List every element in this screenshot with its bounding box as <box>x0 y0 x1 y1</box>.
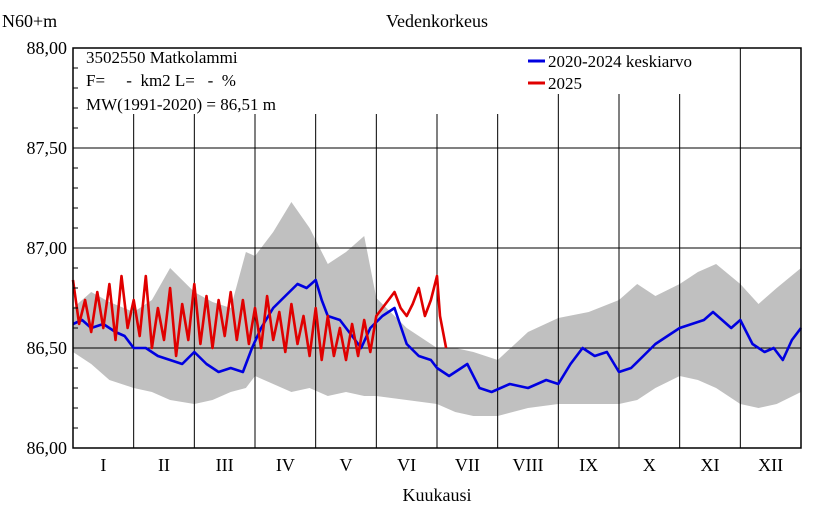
info-panel <box>80 46 520 114</box>
month-label: XII <box>758 455 783 475</box>
y-tick-label: 86,50 <box>27 338 68 358</box>
legend-label-mean: 2020-2024 keskiarvo <box>548 52 692 71</box>
series-line-mean <box>72 278 803 394</box>
month-label: VIII <box>513 455 544 475</box>
month-label: XI <box>701 455 720 475</box>
series-layer <box>71 274 803 394</box>
y-tick-label: 86,00 <box>27 438 68 458</box>
y-tick-label: 88,00 <box>27 38 68 58</box>
x-axis-label: Kuukausi <box>403 485 472 505</box>
info-mean-water: MW(1991-2020) = 86,51 m <box>86 95 276 114</box>
month-label: IX <box>579 455 598 475</box>
legend-label-2025: 2025 <box>548 74 582 93</box>
series-line-2025 <box>71 274 448 362</box>
legend-panel <box>524 46 736 94</box>
month-label: VI <box>397 455 416 475</box>
month-label: III <box>216 455 234 475</box>
month-label: II <box>158 455 170 475</box>
plot-frame <box>72 47 802 449</box>
y-tick-label: 87,50 <box>27 138 68 158</box>
y-axis-label: N60+m <box>2 11 57 31</box>
month-label: X <box>643 455 656 475</box>
month-label: VII <box>455 455 480 475</box>
month-label: I <box>100 455 106 475</box>
chart-title: Vedenkorkeus <box>386 11 488 31</box>
month-label: IV <box>276 455 295 475</box>
month-label: V <box>340 455 353 475</box>
y-tick-label: 87,00 <box>27 238 68 258</box>
info-area: F= - km2 L= - % <box>86 71 236 90</box>
info-station: 3502550 Matkolammi <box>86 48 238 67</box>
